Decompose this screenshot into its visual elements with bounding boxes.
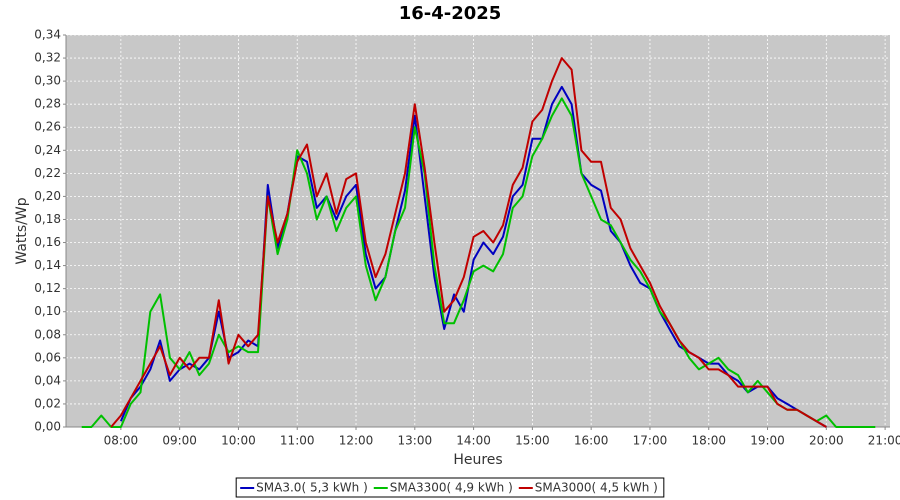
y-tick-label: 0,06 — [34, 350, 61, 364]
legend-label: SMA3.0( 5,3 kWh ) — [256, 481, 368, 495]
y-tick-label: 0,00 — [34, 420, 61, 434]
x-tick-label: 18:00 — [691, 434, 726, 448]
y-tick-label: 0,10 — [34, 304, 61, 318]
x-tick-label: 21:00 — [868, 434, 900, 448]
x-tick-label: 19:00 — [750, 434, 785, 448]
legend-label: SMA3300( 4,9 kWh ) — [390, 481, 513, 495]
y-tick-label: 0,04 — [34, 373, 61, 387]
plot-area — [66, 35, 890, 427]
y-tick-label: 0,34 — [34, 28, 61, 42]
x-tick-label: 11:00 — [280, 434, 315, 448]
x-axis-title: Heures — [453, 452, 502, 468]
y-tick-label: 0,08 — [34, 327, 61, 341]
x-tick-label: 10:00 — [221, 434, 256, 448]
x-tick-label: 16:00 — [574, 434, 609, 448]
chart-title: 16-4-2025 — [399, 3, 502, 24]
y-tick-label: 0,16 — [34, 235, 61, 249]
x-tick-label: 20:00 — [809, 434, 844, 448]
y-tick-label: 0,14 — [34, 258, 61, 272]
y-tick-label: 0,28 — [34, 97, 61, 111]
x-tick-label: 13:00 — [398, 434, 433, 448]
y-axis-title: Watts/Wp — [14, 197, 30, 264]
y-tick-label: 0,02 — [34, 396, 61, 410]
series-line — [81, 97, 876, 428]
x-tick-label: 14:00 — [456, 434, 491, 448]
y-tick-label: 0,18 — [34, 212, 61, 226]
x-tick-label: 08:00 — [104, 434, 139, 448]
x-tick-label: 12:00 — [339, 434, 374, 448]
x-tick-label: 09:00 — [162, 434, 197, 448]
legend — [235, 477, 665, 498]
y-tick-label: 0,12 — [34, 281, 61, 295]
y-tick-label: 0,26 — [34, 120, 61, 134]
y-tick-label: 0,30 — [34, 74, 61, 88]
y-tick-label: 0,22 — [34, 166, 61, 180]
series-line — [110, 57, 827, 428]
y-tick-label: 0,32 — [34, 51, 61, 65]
y-tick-label: 0,20 — [34, 189, 61, 203]
x-tick-label: 17:00 — [633, 434, 668, 448]
legend-label: SMA3000( 4,5 kWh ) — [535, 481, 658, 495]
y-tick-label: 0,24 — [34, 143, 61, 157]
x-tick-label: 15:00 — [515, 434, 550, 448]
